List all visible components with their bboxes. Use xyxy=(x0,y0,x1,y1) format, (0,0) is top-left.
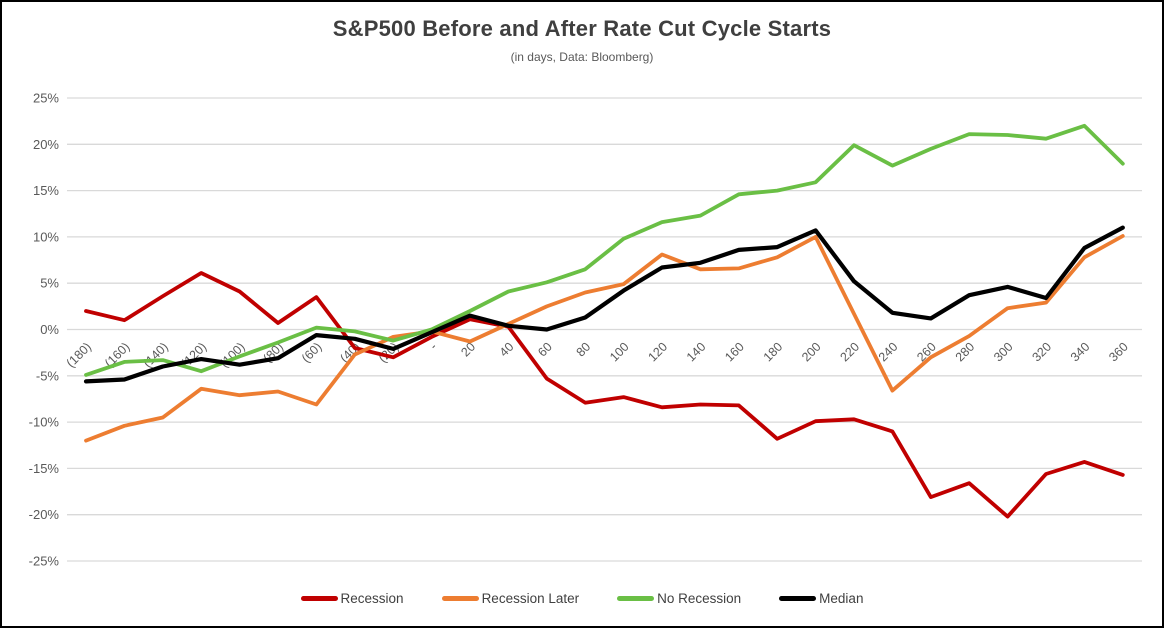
x-tick-label: 60 xyxy=(535,340,555,360)
gridlines xyxy=(67,97,1142,562)
y-tick-label: 10% xyxy=(33,229,59,244)
legend-item-median: Median xyxy=(779,591,863,606)
y-tick-label: -15% xyxy=(29,461,60,476)
x-tick-label: 340 xyxy=(1068,340,1093,365)
chart-title: S&P500 Before and After Rate Cut Cycle S… xyxy=(332,16,832,41)
legend-item-recession-later: Recession Later xyxy=(441,591,580,606)
y-tick-label: 25% xyxy=(33,91,59,106)
legend-label: Recession Later xyxy=(481,591,580,606)
legend-swatch xyxy=(441,596,479,601)
x-tick-label: 80 xyxy=(574,340,594,360)
legend-label: No Recession xyxy=(657,591,742,606)
series-line-recession xyxy=(84,271,1125,519)
x-tick-label: 120 xyxy=(645,340,670,365)
x-tick-label: 100 xyxy=(607,340,632,365)
y-axis-tick-labels: 25% 20% 15% 10% 5% 0% -5% -10% -15% -20% -25% xyxy=(29,91,60,569)
legend-label: Median xyxy=(819,591,864,606)
y-tick-label: -20% xyxy=(29,507,60,522)
x-tick-label: 240 xyxy=(876,340,901,365)
x-axis-tick-labels: (180) (160) (140) (120) (100) (80) (60) (40) (20… xyxy=(64,340,1131,371)
y-tick-label: 5% xyxy=(40,276,59,291)
x-tick-label: 180 xyxy=(761,340,786,365)
legend-item-recession: Recession xyxy=(300,591,404,606)
legend-swatch xyxy=(779,596,817,601)
x-tick-label: (180) xyxy=(64,340,95,371)
legend-swatch xyxy=(617,596,655,601)
y-tick-label: 20% xyxy=(33,137,59,152)
x-tick-label: 360 xyxy=(1106,340,1131,365)
series-line-no-recession xyxy=(84,123,1125,377)
x-tick-label: 160 xyxy=(722,340,747,365)
y-tick-label: -25% xyxy=(29,554,60,569)
legend-item-no-recession: No Recession xyxy=(617,591,741,606)
x-tick-label: 220 xyxy=(837,340,862,365)
chart-legend: Recession Recession Later No Recession Medi… xyxy=(2,591,1162,606)
legend-label: Recession xyxy=(340,591,404,606)
x-tick-label: 200 xyxy=(799,340,824,365)
x-tick-label: - xyxy=(427,340,440,353)
x-tick-label: 300 xyxy=(991,340,1016,365)
legend-swatch xyxy=(300,596,338,601)
y-tick-label: 15% xyxy=(33,183,59,198)
series-line-recession-later xyxy=(84,234,1125,443)
series-line-median xyxy=(83,225,1125,384)
y-tick-label: 0% xyxy=(40,322,59,337)
x-tick-label: 320 xyxy=(1029,340,1054,365)
x-tick-label: 140 xyxy=(684,340,709,365)
chart-subtitle: (in days, Data: Bloomberg) xyxy=(510,50,654,64)
y-tick-label: -10% xyxy=(29,415,60,430)
x-tick-label: 40 xyxy=(497,340,517,360)
y-tick-label: -5% xyxy=(36,368,60,383)
